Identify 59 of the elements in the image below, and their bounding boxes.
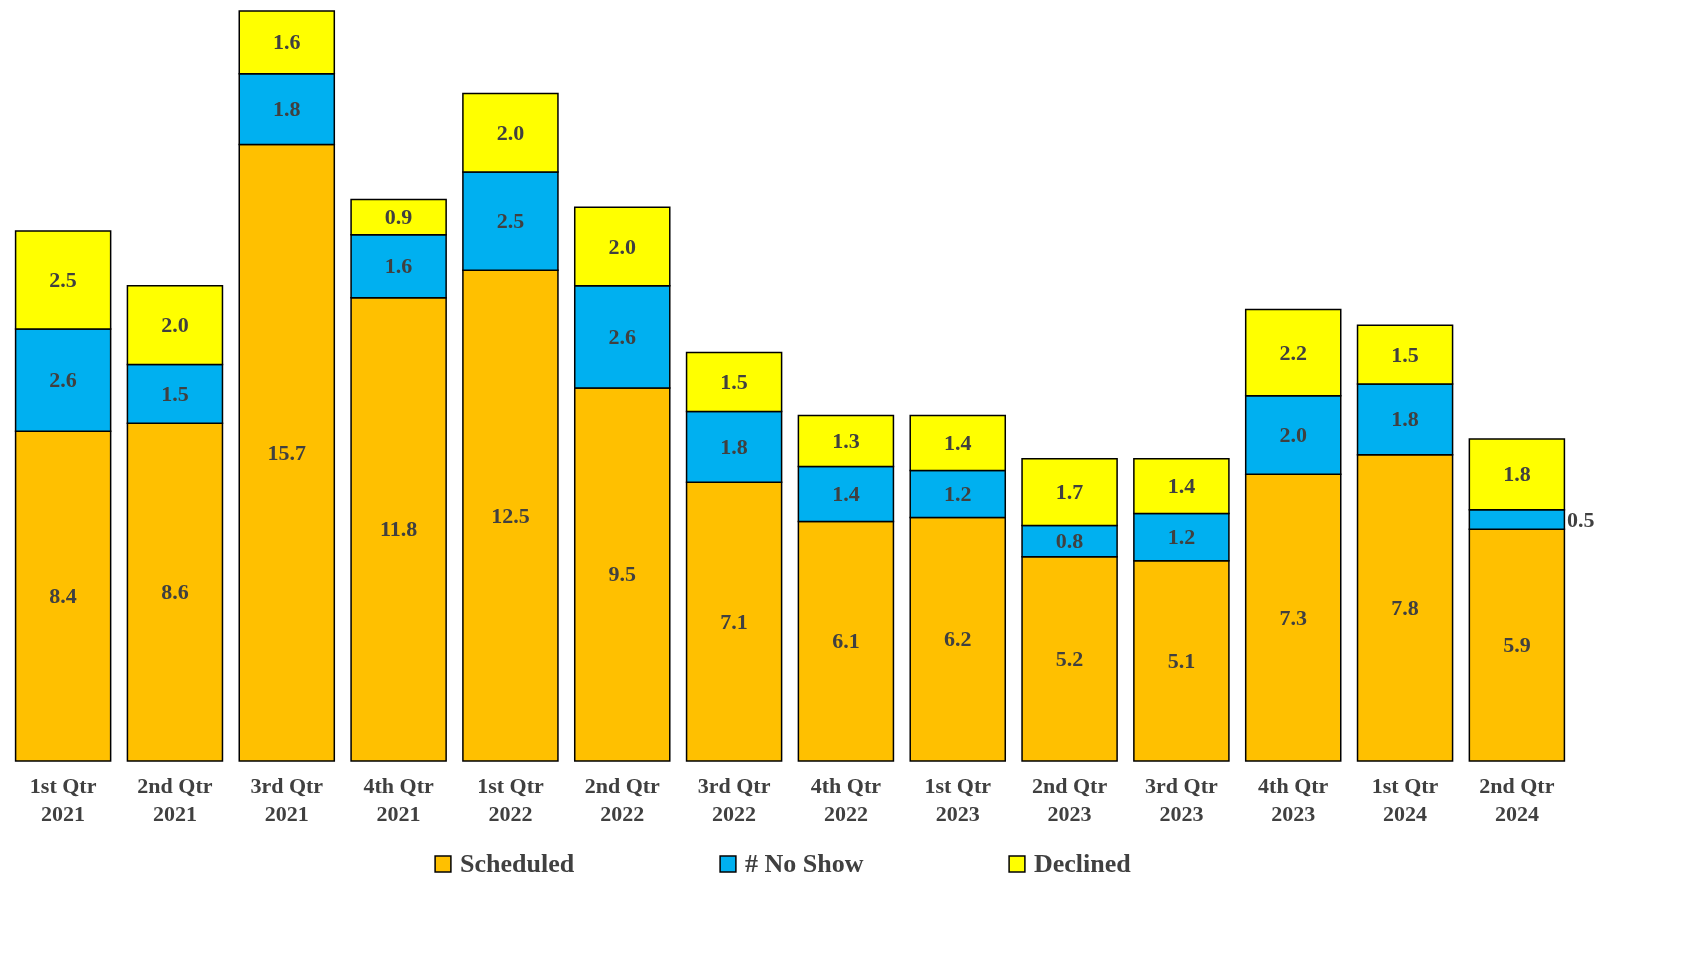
data-label: 1.8 xyxy=(273,96,301,122)
data-label: 9.5 xyxy=(608,561,637,587)
data-label: 2.6 xyxy=(49,367,77,393)
legend-label: Scheduled xyxy=(460,849,575,878)
data-label: 1.3 xyxy=(832,427,860,453)
x-tick-label: 4th Qtr 2023 xyxy=(1258,772,1329,826)
data-label: 1.4 xyxy=(832,480,860,506)
data-label: 2.0 xyxy=(1279,422,1307,448)
data-label: 5.1 xyxy=(1167,647,1196,673)
data-label: 1.5 xyxy=(720,369,748,395)
data-label: 1.4 xyxy=(943,429,972,455)
x-tick-label: 3rd Qtr 2021 xyxy=(250,772,324,826)
data-label: 6.2 xyxy=(943,626,972,652)
data-label: 1.8 xyxy=(1391,406,1419,432)
x-tick-label: 2nd Qtr 2024 xyxy=(1479,772,1555,826)
data-label: 2.5 xyxy=(496,208,525,234)
data-label: 1.8 xyxy=(1503,461,1531,487)
data-label: 8.6 xyxy=(161,579,189,605)
data-label: 5.2 xyxy=(1055,645,1084,671)
data-label: 1.2 xyxy=(1167,524,1196,550)
data-label: 0.9 xyxy=(384,204,413,230)
data-label: 2.5 xyxy=(49,266,77,292)
legend-label: # No Show xyxy=(745,849,864,878)
x-tick-label: 1st Qtr 2022 xyxy=(477,772,544,826)
data-label: 1.7 xyxy=(1055,479,1084,505)
data-label: 12.5 xyxy=(491,502,530,528)
legend-label: Declined xyxy=(1034,849,1132,878)
x-tick-label: 1st Qtr 2023 xyxy=(924,772,992,826)
x-tick-label: 3rd Qtr 2023 xyxy=(1145,772,1218,826)
x-tick-label: 2nd Qtr 2022 xyxy=(584,772,661,826)
data-label: 6.1 xyxy=(832,628,860,654)
data-label: 7.8 xyxy=(1391,594,1419,620)
data-label: 1.4 xyxy=(1167,473,1196,499)
data-label: 1.6 xyxy=(273,29,301,55)
data-label: 1.2 xyxy=(943,480,972,506)
x-tick-label: 1st Qtr 2024 xyxy=(1371,772,1439,826)
x-tick-label: 4th Qtr 2022 xyxy=(810,772,882,826)
data-label: 7.3 xyxy=(1279,604,1307,630)
data-label: 5.9 xyxy=(1503,632,1531,658)
x-tick-label: 3rd Qtr 2022 xyxy=(697,772,771,826)
x-tick-label: 1st Qtr 2021 xyxy=(29,772,97,826)
data-label: 7.1 xyxy=(720,608,748,634)
x-tick-label: 2nd Qtr 2021 xyxy=(137,772,213,826)
data-label: 15.7 xyxy=(267,439,307,465)
data-label: 11.8 xyxy=(379,516,418,542)
data-label: 2.2 xyxy=(1279,339,1307,365)
data-label: 2.0 xyxy=(608,233,637,259)
data-label: 0.5 xyxy=(1566,506,1595,532)
data-label: 2.0 xyxy=(161,312,189,338)
data-label: 1.6 xyxy=(384,253,413,279)
x-tick-label: 4th Qtr 2021 xyxy=(363,772,434,826)
data-label: 2.6 xyxy=(608,323,637,349)
data-label: 2.0 xyxy=(496,119,525,145)
data-label: 8.4 xyxy=(49,583,77,609)
data-label: 1.5 xyxy=(161,380,189,406)
data-label: 1.5 xyxy=(1391,341,1419,367)
data-label: 0.8 xyxy=(1055,528,1084,554)
x-tick-label: 2nd Qtr 2023 xyxy=(1031,772,1108,826)
data-label: 1.8 xyxy=(720,433,748,459)
